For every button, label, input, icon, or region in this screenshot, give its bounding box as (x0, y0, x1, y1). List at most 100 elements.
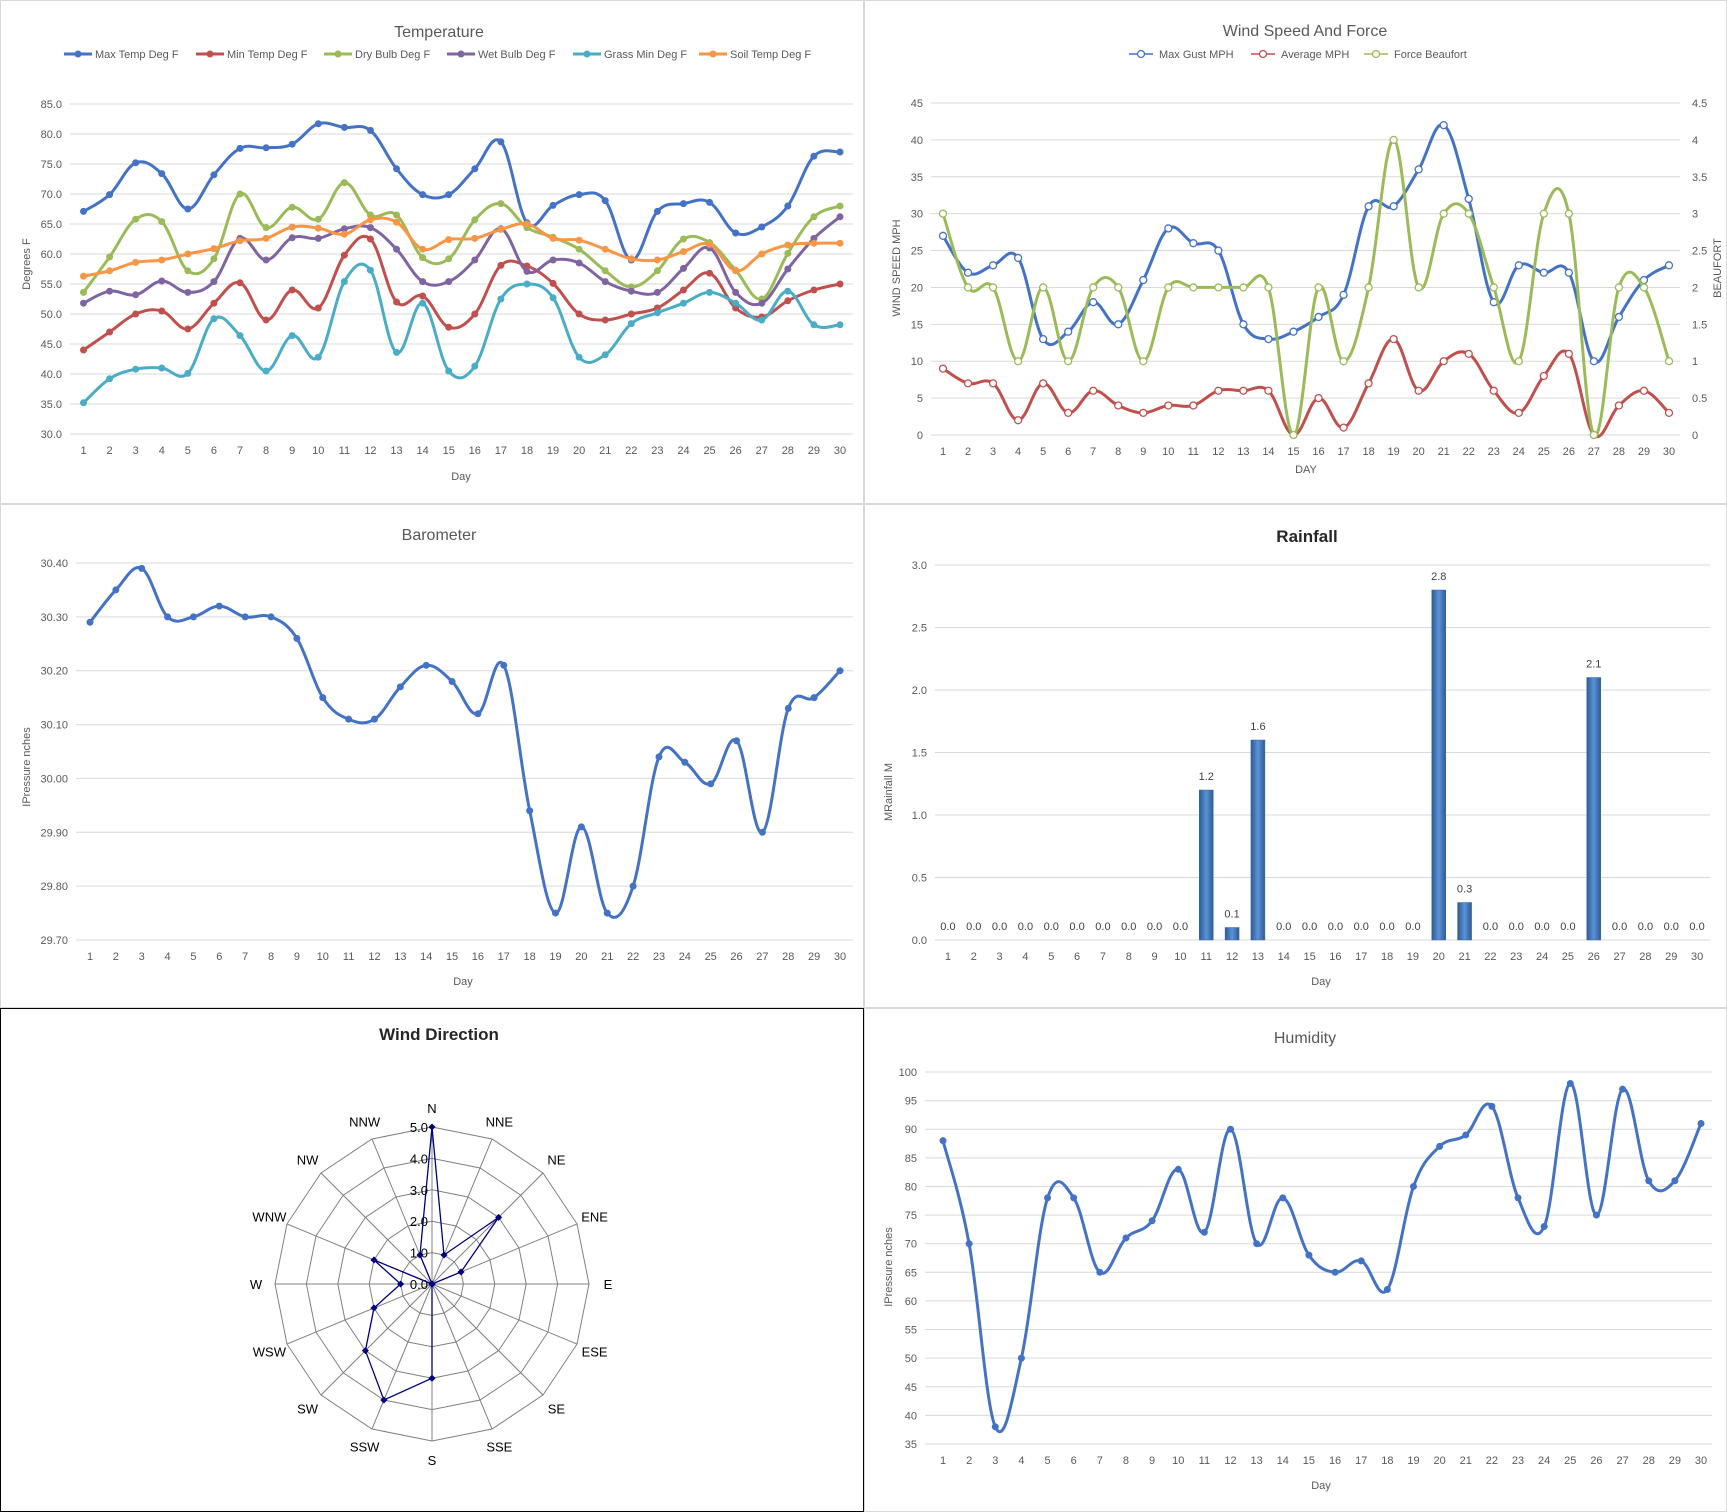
data-point (1114, 401, 1123, 410)
data-point (601, 316, 609, 324)
legend-entry: Soil Temp Deg F (730, 49, 811, 61)
x-tick-label: 9 (294, 951, 300, 963)
data-point (810, 152, 818, 160)
x-tick-label: 22 (625, 445, 637, 457)
data-point (810, 234, 818, 242)
data-point (1514, 357, 1523, 366)
data-point (1164, 401, 1173, 410)
x-tick-label: 17 (495, 445, 507, 457)
data-point (1439, 120, 1448, 130)
x-tick-label: 23 (653, 951, 665, 963)
radar-spoke (431, 1283, 578, 1345)
data-label: 0.0 (1638, 921, 1653, 933)
data-point (132, 291, 140, 299)
data-point (288, 332, 296, 340)
data-point (526, 807, 534, 815)
x-tick-label: 21 (1458, 951, 1470, 963)
data-point (132, 159, 140, 167)
data-point (210, 245, 218, 253)
data-label: 0.0 (1689, 921, 1704, 933)
data-point (810, 239, 818, 247)
y-tick-label: 0.0 (912, 935, 927, 947)
data-point (132, 310, 140, 318)
x-tick-label: 7 (242, 951, 248, 963)
y-tick-label: 55 (905, 1325, 917, 1337)
x-tick-label: 23 (1488, 446, 1500, 458)
wind-direction-series (364, 1126, 500, 1401)
data-point (988, 261, 998, 270)
data-point (1038, 334, 1048, 344)
y-tick-label: 1.5 (912, 748, 927, 760)
x-tick-label: 6 (1065, 446, 1071, 458)
data-point (1164, 283, 1173, 292)
legend-entry: Max Gust MPH (1159, 49, 1234, 61)
y-tick-label: 70.0 (41, 189, 62, 201)
data-point (1227, 1125, 1235, 1133)
data-point (419, 254, 427, 262)
data-label: 0.0 (1147, 921, 1162, 933)
x-tick-label: 2 (107, 445, 113, 457)
data-label: 2.8 (1431, 571, 1446, 583)
data-point (471, 234, 479, 242)
barometer-chart: Barometer Day IPressure nches 29.70 29.80… (21, 527, 853, 988)
data-point (184, 250, 192, 258)
x-tick-label: 12 (364, 445, 376, 457)
x-tick-label: 19 (547, 445, 559, 457)
data-point (184, 288, 192, 296)
y2-tick-label: 4.5 (1692, 98, 1707, 110)
data-point (80, 299, 87, 307)
x-tick-label: 15 (1303, 1455, 1315, 1467)
data-point (236, 190, 244, 198)
data-point (393, 211, 401, 219)
data-point (1639, 283, 1649, 292)
data-point (419, 299, 427, 307)
radar-spoke (320, 1283, 433, 1396)
radar-spoke (431, 1172, 544, 1285)
y-tick-label: 30.20 (40, 666, 68, 678)
x-tick-label: 25 (705, 951, 717, 963)
data-point (184, 267, 192, 275)
x-tick-label: 7 (1097, 1455, 1103, 1467)
data-point (164, 613, 172, 621)
y-tick-label: 45 (905, 1382, 917, 1394)
x-tick-label: 9 (1149, 1455, 1155, 1467)
data-point (1383, 1285, 1391, 1293)
x-tick-label: 1 (945, 951, 951, 963)
data-point (495, 1213, 503, 1221)
data-point (236, 279, 244, 287)
x-tick-label: 13 (394, 951, 406, 963)
data-point (679, 200, 687, 208)
data-point (393, 348, 401, 356)
x-tick-label: 2 (113, 951, 119, 963)
data-point (1089, 283, 1098, 292)
data-point (1514, 408, 1523, 418)
x-tick-label: 14 (1277, 1455, 1289, 1467)
legend-entry: Wet Bulb Deg F (478, 49, 556, 61)
y-tick-label: 40 (905, 1410, 917, 1422)
data-point (601, 197, 609, 205)
data-point (288, 223, 296, 231)
data-point (471, 256, 479, 264)
data-point (497, 225, 505, 233)
data-point (1414, 165, 1423, 174)
data-point (393, 298, 401, 306)
data-point (293, 634, 301, 642)
data-point (1664, 261, 1674, 270)
y-tick-label: 30.30 (40, 612, 68, 624)
data-point (1122, 1234, 1130, 1242)
x-tick-label: 16 (472, 951, 484, 963)
data-point (1017, 1354, 1025, 1362)
data-point (784, 241, 792, 249)
direction-label: ENE (581, 1210, 608, 1225)
data-point (810, 286, 818, 294)
y-tick-label: 90 (905, 1124, 917, 1136)
y2-tick-label: 1 (1692, 356, 1698, 368)
data-point (497, 295, 505, 303)
y-axis-label: IPressure nches (21, 727, 33, 807)
data-point (549, 201, 557, 209)
y-tick-label: 85.0 (41, 99, 62, 111)
x-tick-label: 4 (165, 951, 171, 963)
data-point (262, 256, 270, 264)
data-label: 0.0 (1121, 921, 1136, 933)
data-point (106, 287, 114, 295)
